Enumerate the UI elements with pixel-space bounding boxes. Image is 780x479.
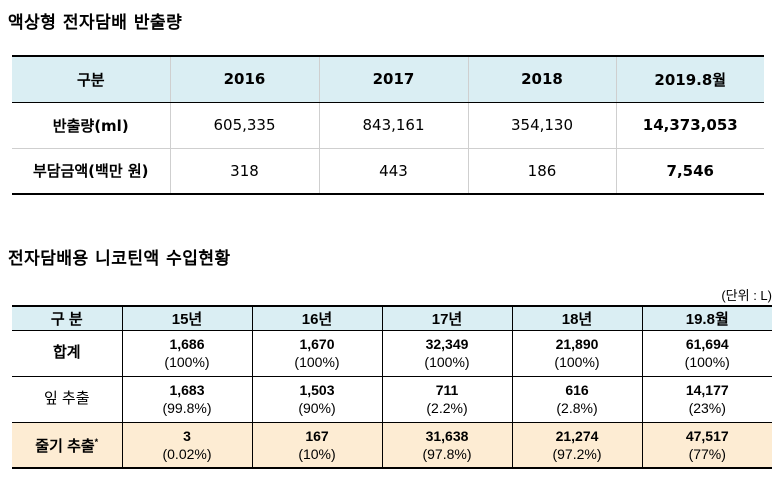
- header-2016: 2016: [169, 55, 320, 103]
- header-2019-aug: 2019.8월: [615, 55, 764, 103]
- table-row: 합계 1,686 (100%) 1,670 (100%) 32,349 (100%) …: [12, 329, 772, 377]
- table-cell: 354,130: [467, 102, 617, 149]
- table-cell: 7,546: [615, 148, 764, 195]
- export-volume-table: 구분 2016 2017 2018 2019.8월 반출량(ml) 605,33…: [12, 55, 764, 195]
- header-15: 15년: [121, 305, 253, 331]
- table-cell: 47,517 (77%): [641, 421, 772, 469]
- table-cell: 1,686 (100%): [121, 329, 253, 377]
- table-cell: 61,694 (100%): [641, 329, 772, 377]
- header-17: 17년: [381, 305, 513, 331]
- row-label: 반출량(ml): [12, 102, 171, 149]
- table-row-highlight: 줄기 추출* 3 (0.02%) 167 (10%) 31,638 (97.8%) 2…: [12, 421, 772, 469]
- table-cell: 443: [318, 148, 469, 195]
- header-category: 구 분: [12, 305, 123, 331]
- table-cell: 186: [467, 148, 617, 195]
- table-header-row: 구분 2016 2017 2018 2019.8월: [12, 55, 764, 103]
- table-header-row: 구 분 15년 16년 17년 18년 19.8월: [12, 305, 772, 331]
- header-2018: 2018: [467, 55, 617, 103]
- table-cell: 1,503 (90%): [251, 375, 383, 423]
- table-row: 반출량(ml) 605,335 843,161 354,130 14,373,0…: [12, 102, 764, 149]
- section2-title: 전자담배용 니코틴액 수입현황: [8, 249, 231, 269]
- row-label: 부담금액(백만 원): [12, 148, 171, 195]
- table-row: 부담금액(백만 원) 318 443 186 7,546: [12, 148, 764, 195]
- table-cell: 605,335: [169, 102, 320, 149]
- table-cell: 14,373,053: [615, 102, 764, 149]
- table-row: 잎 추출 1,683 (99.8%) 1,503 (90%) 711 (2.2%) 6…: [12, 375, 772, 423]
- table-cell: 1,683 (99.8%): [121, 375, 253, 423]
- row-label: 합계: [12, 329, 123, 377]
- table-cell: 32,349 (100%): [381, 329, 513, 377]
- nicotine-import-table: 구 분 15년 16년 17년 18년 19.8월 합계 1,686 (100%)…: [12, 305, 772, 469]
- table-cell: 31,638 (97.8%): [381, 421, 513, 469]
- table-cell: 3 (0.02%): [121, 421, 253, 469]
- table-cell: 1,670 (100%): [251, 329, 383, 377]
- header-category: 구분: [12, 55, 171, 103]
- footnote-mark: *: [94, 437, 99, 448]
- table-cell: 14,177 (23%): [641, 375, 772, 423]
- table-cell: 21,890 (100%): [511, 329, 643, 377]
- section1-title: 액상형 전자담배 반출량: [8, 13, 183, 33]
- table-cell: 843,161: [318, 102, 469, 149]
- header-19-aug: 19.8월: [641, 305, 772, 331]
- table-cell: 318: [169, 148, 320, 195]
- unit-label: (단위 : L): [721, 288, 772, 303]
- table-cell: 711 (2.2%): [381, 375, 513, 423]
- table-cell: 616 (2.8%): [511, 375, 643, 423]
- table-cell: 21,274 (97.2%): [511, 421, 643, 469]
- header-16: 16년: [251, 305, 383, 331]
- table-cell: 167 (10%): [251, 421, 383, 469]
- header-2017: 2017: [318, 55, 469, 103]
- row-label: 줄기 추출*: [12, 421, 123, 469]
- row-label: 잎 추출: [12, 375, 123, 423]
- header-18: 18년: [511, 305, 643, 331]
